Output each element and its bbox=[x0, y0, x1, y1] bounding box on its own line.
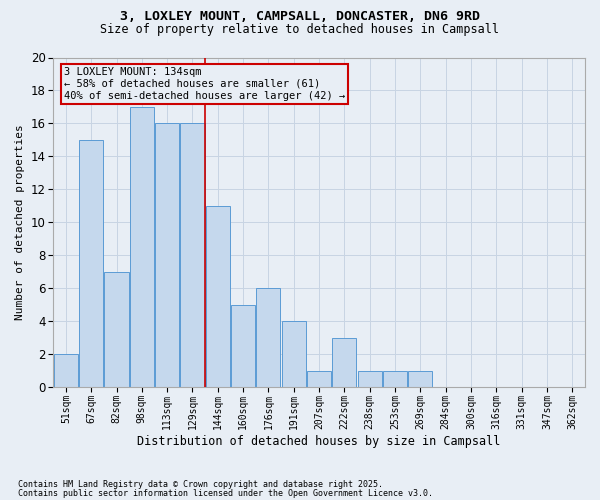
Bar bbox=[79, 140, 103, 388]
Bar bbox=[282, 322, 306, 388]
Bar bbox=[358, 371, 382, 388]
Bar bbox=[383, 371, 407, 388]
Bar bbox=[104, 272, 128, 388]
Bar bbox=[307, 371, 331, 388]
Text: 3, LOXLEY MOUNT, CAMPSALL, DONCASTER, DN6 9RD: 3, LOXLEY MOUNT, CAMPSALL, DONCASTER, DN… bbox=[120, 10, 480, 23]
Bar bbox=[231, 305, 255, 388]
Bar bbox=[332, 338, 356, 388]
Bar bbox=[181, 124, 205, 388]
Bar bbox=[155, 124, 179, 388]
Bar bbox=[130, 107, 154, 388]
Bar bbox=[256, 288, 280, 388]
Bar bbox=[409, 371, 433, 388]
Text: Contains public sector information licensed under the Open Government Licence v3: Contains public sector information licen… bbox=[18, 490, 433, 498]
Text: Size of property relative to detached houses in Campsall: Size of property relative to detached ho… bbox=[101, 22, 499, 36]
Text: Contains HM Land Registry data © Crown copyright and database right 2025.: Contains HM Land Registry data © Crown c… bbox=[18, 480, 383, 489]
Y-axis label: Number of detached properties: Number of detached properties bbox=[15, 124, 25, 320]
Bar bbox=[206, 206, 230, 388]
X-axis label: Distribution of detached houses by size in Campsall: Distribution of detached houses by size … bbox=[137, 434, 501, 448]
Text: 3 LOXLEY MOUNT: 134sqm
← 58% of detached houses are smaller (61)
40% of semi-det: 3 LOXLEY MOUNT: 134sqm ← 58% of detached… bbox=[64, 68, 345, 100]
Bar bbox=[54, 354, 78, 388]
